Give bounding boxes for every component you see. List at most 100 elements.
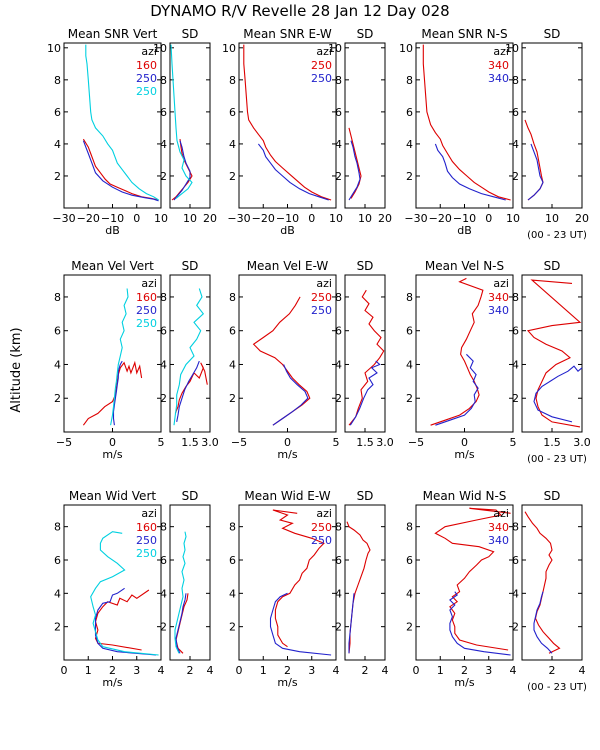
panel-title: SD — [357, 489, 374, 503]
y-tick-label: 2 — [406, 392, 413, 405]
y-tick-label: 4 — [160, 587, 167, 600]
y-tick-label: 8 — [512, 521, 519, 534]
y-tick-label: 4 — [229, 358, 236, 371]
series-line-blue — [527, 143, 544, 201]
x-tick-label: 2 — [187, 664, 194, 677]
x-axis-label: m/s — [102, 448, 122, 461]
panel-title: Mean Wid E-W — [244, 489, 330, 503]
panel-title: SD — [544, 489, 561, 503]
panel-title: Mean Vel N-S — [425, 259, 504, 273]
y-tick-label: 8 — [512, 291, 519, 304]
y-tick-label: 8 — [54, 291, 61, 304]
ut-label: (00 - 23 UT) — [527, 230, 587, 241]
legend-title: azi — [141, 45, 157, 58]
y-tick-label: 2 — [160, 621, 167, 634]
x-tick-label: 2 — [549, 664, 556, 677]
y-tick-label: 4 — [512, 358, 519, 371]
y-tick-label: 2 — [160, 170, 167, 183]
ut-label: (00 - 23 UT) — [527, 454, 587, 465]
x-tick-label: −10 — [101, 212, 124, 225]
x-tick-label: 0 — [236, 664, 243, 677]
series-line-blue — [349, 360, 381, 426]
x-tick-label: 3.0 — [573, 436, 591, 449]
legend-title: azi — [316, 277, 332, 290]
x-tick-label: 0 — [61, 664, 68, 677]
x-tick-label: −20 — [429, 212, 452, 225]
series-line-red — [524, 511, 561, 654]
panel-title: SD — [544, 259, 561, 273]
legend-title: azi — [316, 45, 332, 58]
x-tick-label: 3 — [133, 664, 140, 677]
ut-label: (00 - 23 UT) — [527, 682, 587, 693]
series-line-cyan — [174, 531, 187, 654]
y-tick-label: 2 — [229, 621, 236, 634]
series-line-red — [434, 507, 511, 651]
series-line-blue — [112, 360, 123, 426]
series-line-red — [82, 360, 143, 426]
y-tick-label: 4 — [335, 587, 342, 600]
x-tick-label: 1 — [437, 664, 444, 677]
y-tick-label: 8 — [406, 74, 413, 87]
panel-title: Mean SNR E-W — [243, 27, 332, 41]
y-tick-label: 2 — [512, 621, 519, 634]
y-tick-label: 4 — [229, 138, 236, 151]
y-tick-label: 10 — [47, 42, 61, 55]
x-tick-label: 20 — [378, 212, 392, 225]
legend-entry: 160 — [136, 521, 157, 534]
legend-entry: 250 — [311, 304, 332, 317]
y-tick-label: 6 — [229, 325, 236, 338]
series-line-cyan — [173, 288, 205, 426]
series-line-blue — [533, 591, 553, 654]
series-line-blue — [533, 365, 583, 423]
y-tick-label: 6 — [54, 325, 61, 338]
x-tick-label: −10 — [276, 212, 299, 225]
panel-title: SD — [182, 489, 199, 503]
legend-entry: 250 — [136, 534, 157, 547]
y-tick-label: 8 — [335, 74, 342, 87]
panel-title: Mean SNR N-S — [421, 27, 507, 41]
y-tick-label: 6 — [335, 325, 342, 338]
x-tick-label: 1.5 — [356, 436, 374, 449]
y-tick-label: 8 — [160, 291, 167, 304]
x-tick-label: 0 — [308, 212, 315, 225]
y-tick-label: 4 — [160, 358, 167, 371]
x-axis-label: m/s — [277, 676, 297, 689]
x-tick-label: −30 — [52, 212, 75, 225]
y-tick-label: 4 — [229, 587, 236, 600]
plot-frame — [344, 274, 386, 433]
legend-entry: 250 — [311, 72, 332, 85]
legend-title: azi — [493, 507, 509, 520]
x-tick-label: 4 — [333, 664, 340, 677]
series-line-blue — [348, 593, 355, 654]
legend-entry: 250 — [136, 317, 157, 330]
y-tick-label: 6 — [335, 106, 342, 119]
x-tick-label: −20 — [77, 212, 100, 225]
series-line-blue — [257, 143, 329, 201]
x-tick-label: 2 — [362, 664, 369, 677]
series-line-red — [348, 127, 362, 199]
legend-entry: 160 — [136, 291, 157, 304]
panel-title: SD — [182, 27, 199, 41]
x-axis-label: m/s — [454, 676, 474, 689]
series-line-blue — [272, 364, 309, 426]
x-tick-label: 3.0 — [376, 436, 394, 449]
legend-entry: 160 — [136, 59, 157, 72]
y-tick-label: 8 — [160, 521, 167, 534]
panel-title: SD — [357, 27, 374, 41]
x-tick-label: −5 — [408, 436, 424, 449]
y-tick-label: 4 — [335, 358, 342, 371]
legend-entry: 250 — [311, 521, 332, 534]
panel-10: SD 2 4 6 8 1.5 3.0 — [335, 259, 394, 449]
y-tick-label: 2 — [160, 392, 167, 405]
x-tick-label: 4 — [510, 664, 517, 677]
series-line-blue — [449, 591, 511, 656]
y-tick-label: 2 — [512, 170, 519, 183]
y-tick-label: 4 — [54, 138, 61, 151]
